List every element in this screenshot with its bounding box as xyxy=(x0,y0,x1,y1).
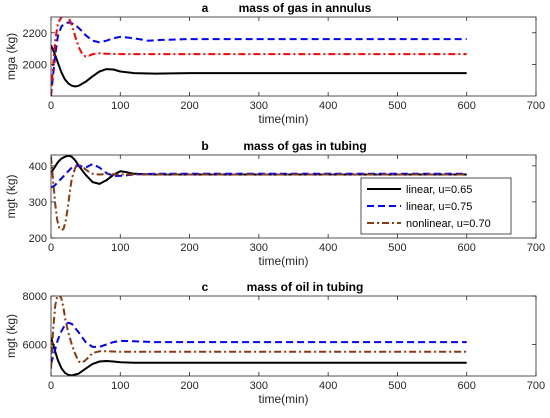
series-line-2 xyxy=(51,321,467,365)
series-line-1 xyxy=(51,44,467,88)
plot-area xyxy=(51,296,536,376)
x-axis-label: time(min) xyxy=(259,112,309,126)
axes-box xyxy=(50,295,537,377)
x-tick-label: 0 xyxy=(48,100,54,112)
y-tick-label: 200 xyxy=(29,233,47,245)
legend-entry-label: nonlinear, u=0.70 xyxy=(406,218,491,230)
x-tick-label: 400 xyxy=(319,242,337,254)
series-line-3 xyxy=(51,156,467,232)
x-tick-label: 0 xyxy=(48,242,54,254)
x-tick-label: 100 xyxy=(111,380,129,392)
series-line-2 xyxy=(51,163,467,189)
x-axis-label: time(min) xyxy=(259,392,309,406)
panel-title: mass of oil in tubing xyxy=(247,280,364,294)
x-tick-label: 100 xyxy=(111,100,129,112)
chart-panel-a: 0 100 200 300 400 500 600 700 2000 2200 time(min) m… xyxy=(4,1,545,126)
y-tick-label: 6000 xyxy=(23,339,47,351)
x-tick-label: 700 xyxy=(527,242,545,254)
legend-entry-label: linear, u=0.75 xyxy=(406,201,472,213)
x-tick-label: 200 xyxy=(180,100,198,112)
series-line-3 xyxy=(51,296,467,369)
y-axis-label: mgt (kg) xyxy=(4,314,18,358)
x-tick-label: 300 xyxy=(250,242,268,254)
panel-title-letter: c xyxy=(202,280,209,294)
x-tick-label: 600 xyxy=(458,242,476,254)
axes-box xyxy=(50,154,537,239)
x-tick-label: 0 xyxy=(48,380,54,392)
series-line-1 xyxy=(51,336,467,376)
x-tick-label: 700 xyxy=(527,380,545,392)
x-tick-label: 600 xyxy=(458,380,476,392)
y-axis-label: mga (kg) xyxy=(4,33,18,80)
y-tick-label: 2000 xyxy=(23,59,47,71)
y-tick-label: 400 xyxy=(29,161,47,173)
x-tick-label: 300 xyxy=(250,380,268,392)
y-tick-label: 300 xyxy=(29,197,47,209)
x-tick-label: 700 xyxy=(527,100,545,112)
plot-area xyxy=(51,17,536,96)
x-tick-label: 500 xyxy=(388,380,406,392)
panel-title-letter: b xyxy=(201,139,208,153)
y-axis-label: mgt (kg) xyxy=(4,174,18,218)
panel-title: mass of gas in annulus xyxy=(239,1,372,15)
x-tick-label: 200 xyxy=(180,242,198,254)
y-tick-label: 2200 xyxy=(23,28,47,40)
x-tick-label: 400 xyxy=(319,100,337,112)
legend-entry-label: linear, u=0.65 xyxy=(406,184,472,196)
legend-box xyxy=(360,177,512,235)
x-tick-label: 600 xyxy=(458,100,476,112)
chart-panel-b: 0 100 200 300 400 500 600 700 200 300 400 time(min)… xyxy=(4,139,545,268)
legend: linear, u=0.65 linear, u=0.75 nonlinear, u… xyxy=(360,177,512,235)
series-line-3 xyxy=(51,17,467,96)
x-tick-label: 200 xyxy=(180,380,198,392)
panel-title: mass of gas in tubing xyxy=(243,139,366,153)
x-tick-label: 500 xyxy=(388,242,406,254)
series-line-2 xyxy=(51,21,467,96)
chart-panel-c: 0 100 200 300 400 500 600 700 6000 8000 time(min) m… xyxy=(4,280,545,406)
axes-box xyxy=(50,16,537,97)
x-tick-label: 100 xyxy=(111,242,129,254)
y-tick-label: 8000 xyxy=(23,291,47,303)
panel-title-letter: a xyxy=(202,1,209,15)
x-tick-label: 300 xyxy=(250,100,268,112)
x-axis-label: time(min) xyxy=(259,254,309,268)
x-tick-label: 500 xyxy=(388,100,406,112)
x-tick-label: 400 xyxy=(319,380,337,392)
